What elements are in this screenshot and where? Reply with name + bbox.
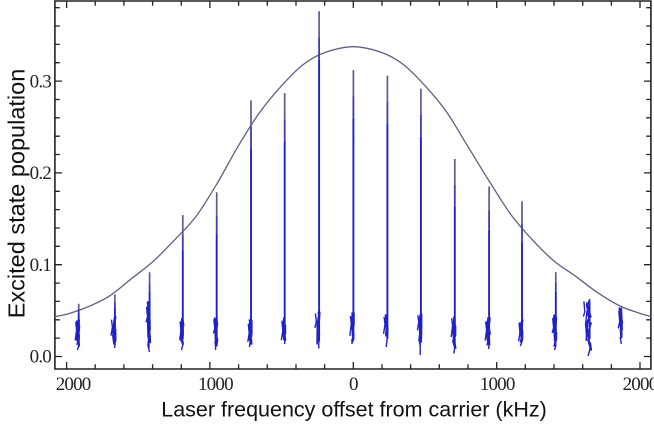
svg-text:0.2: 0.2: [30, 163, 52, 184]
svg-text:0: 0: [349, 374, 358, 395]
svg-text:2000: 2000: [623, 374, 654, 395]
svg-text:1000: 1000: [480, 374, 515, 395]
svg-text:Laser frequency offset from ca: Laser frequency offset from carrier (kHz…: [161, 398, 547, 422]
svg-text:2000: 2000: [56, 374, 91, 395]
svg-text:1000: 1000: [198, 374, 233, 395]
svg-text:0.0: 0.0: [30, 347, 52, 368]
svg-text:0.3: 0.3: [30, 71, 52, 92]
svg-text:0.1: 0.1: [30, 255, 52, 276]
svg-text:Excited state population: Excited state population: [3, 69, 29, 319]
